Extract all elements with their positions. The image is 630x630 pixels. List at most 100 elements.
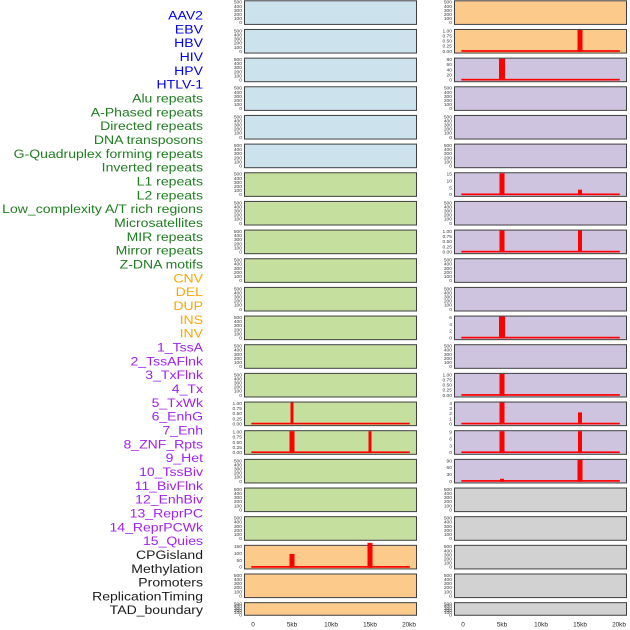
svg-text:Alu repeats: Alu repeats [132, 92, 203, 106]
svg-text:200: 200 [444, 155, 452, 161]
svg-text:100: 100 [234, 532, 242, 538]
svg-text:CNV: CNV [173, 271, 204, 285]
svg-text:200: 200 [234, 184, 242, 190]
svg-text:20kb: 20kb [612, 622, 626, 629]
svg-text:0: 0 [449, 536, 452, 542]
svg-text:100: 100 [234, 274, 242, 280]
svg-text:100: 100 [444, 561, 452, 567]
svg-text:300: 300 [234, 123, 242, 129]
svg-text:100: 100 [234, 217, 242, 223]
svg-text:13_ReprPC: 13_ReprPC [130, 506, 203, 520]
svg-text:0: 0 [449, 78, 452, 84]
svg-text:400: 400 [234, 577, 242, 583]
svg-text:500: 500 [234, 344, 242, 350]
svg-text:A-Phased repeats: A-Phased repeats [91, 105, 203, 119]
svg-text:4: 4 [449, 401, 452, 407]
svg-text:200: 200 [234, 155, 242, 161]
svg-text:0: 0 [449, 164, 452, 170]
svg-text:DUP: DUP [173, 299, 203, 313]
svg-text:200: 200 [234, 499, 242, 505]
svg-text:G-Quadruplex forming repeats: G-Quadruplex forming repeats [14, 147, 203, 161]
svg-text:500: 500 [234, 0, 242, 6]
svg-text:0: 0 [239, 135, 242, 141]
svg-text:6_EnhG: 6_EnhG [152, 410, 203, 424]
svg-text:0: 0 [449, 421, 452, 427]
svg-text:200: 200 [234, 98, 242, 104]
svg-text:400: 400 [234, 520, 242, 526]
svg-text:300: 300 [234, 37, 242, 43]
svg-text:300: 300 [234, 581, 242, 587]
svg-text:200: 200 [444, 98, 452, 104]
svg-text:90: 90 [447, 458, 453, 464]
svg-text:0.25: 0.25 [442, 44, 452, 50]
svg-text:DNA transposons: DNA transposons [94, 133, 203, 147]
svg-text:0: 0 [449, 335, 452, 341]
svg-text:300: 300 [234, 8, 242, 14]
svg-text:12_EnhBiv: 12_EnhBiv [135, 493, 204, 507]
svg-text:300: 300 [444, 209, 452, 215]
svg-text:0: 0 [449, 593, 452, 599]
svg-text:100: 100 [234, 389, 242, 395]
svg-text:DEL: DEL [176, 285, 203, 299]
svg-text:0: 0 [239, 612, 242, 618]
svg-text:400: 400 [234, 462, 242, 468]
svg-text:300: 300 [234, 380, 242, 386]
svg-text:400: 400 [234, 61, 242, 67]
svg-text:300: 300 [234, 65, 242, 71]
svg-text:100: 100 [234, 303, 242, 309]
svg-text:0: 0 [449, 612, 452, 618]
svg-text:400: 400 [234, 204, 242, 210]
svg-text:300: 300 [444, 524, 452, 530]
svg-text:Mirror repeats: Mirror repeats [116, 244, 203, 258]
svg-text:0: 0 [449, 364, 452, 370]
svg-text:5_TxWk: 5_TxWk [152, 396, 204, 410]
svg-text:0.75: 0.75 [232, 406, 242, 412]
svg-text:0: 0 [239, 364, 242, 370]
svg-text:0.75: 0.75 [442, 377, 452, 383]
svg-text:200: 200 [234, 213, 242, 219]
svg-text:AAV2: AAV2 [168, 9, 203, 23]
svg-text:200: 200 [444, 528, 452, 534]
svg-text:200: 200 [234, 608, 242, 614]
svg-text:100: 100 [444, 503, 452, 509]
svg-text:0: 0 [449, 106, 452, 112]
svg-text:1_TssA: 1_TssA [157, 340, 204, 354]
svg-text:100: 100 [234, 73, 242, 79]
svg-text:0.00: 0.00 [232, 450, 242, 456]
svg-text:400: 400 [444, 548, 452, 554]
svg-text:400: 400 [444, 147, 452, 153]
svg-text:40: 40 [447, 67, 453, 73]
svg-text:0: 0 [239, 393, 242, 399]
svg-text:1.00: 1.00 [232, 401, 242, 407]
svg-text:500: 500 [234, 601, 242, 607]
svg-text:400: 400 [444, 604, 452, 610]
svg-text:200: 200 [234, 270, 242, 276]
svg-text:300: 300 [444, 151, 452, 157]
svg-text:Microsatellites: Microsatellites [114, 216, 203, 230]
svg-text:500: 500 [444, 86, 452, 92]
svg-text:400: 400 [444, 4, 452, 10]
svg-text:100: 100 [444, 16, 452, 22]
svg-text:100: 100 [444, 532, 452, 538]
svg-text:400: 400 [234, 176, 242, 182]
svg-text:500: 500 [234, 57, 242, 63]
svg-text:400: 400 [234, 32, 242, 38]
svg-text:200: 200 [234, 12, 242, 18]
svg-text:300: 300 [444, 552, 452, 558]
svg-text:0.25: 0.25 [232, 416, 242, 422]
svg-text:1.00: 1.00 [442, 28, 452, 34]
svg-text:1.00: 1.00 [232, 430, 242, 436]
svg-text:0.00: 0.00 [442, 393, 452, 399]
svg-text:0: 0 [239, 278, 242, 284]
svg-text:200: 200 [444, 499, 452, 505]
svg-text:0: 0 [449, 20, 452, 26]
svg-text:100: 100 [234, 45, 242, 51]
svg-text:200: 200 [234, 471, 242, 477]
svg-text:200: 200 [444, 557, 452, 563]
svg-text:200: 200 [234, 356, 242, 362]
svg-text:400: 400 [234, 376, 242, 382]
svg-text:500: 500 [444, 516, 452, 522]
svg-text:Inverted repeats: Inverted repeats [102, 161, 203, 175]
svg-text:200: 200 [234, 299, 242, 305]
svg-text:500: 500 [444, 114, 452, 120]
